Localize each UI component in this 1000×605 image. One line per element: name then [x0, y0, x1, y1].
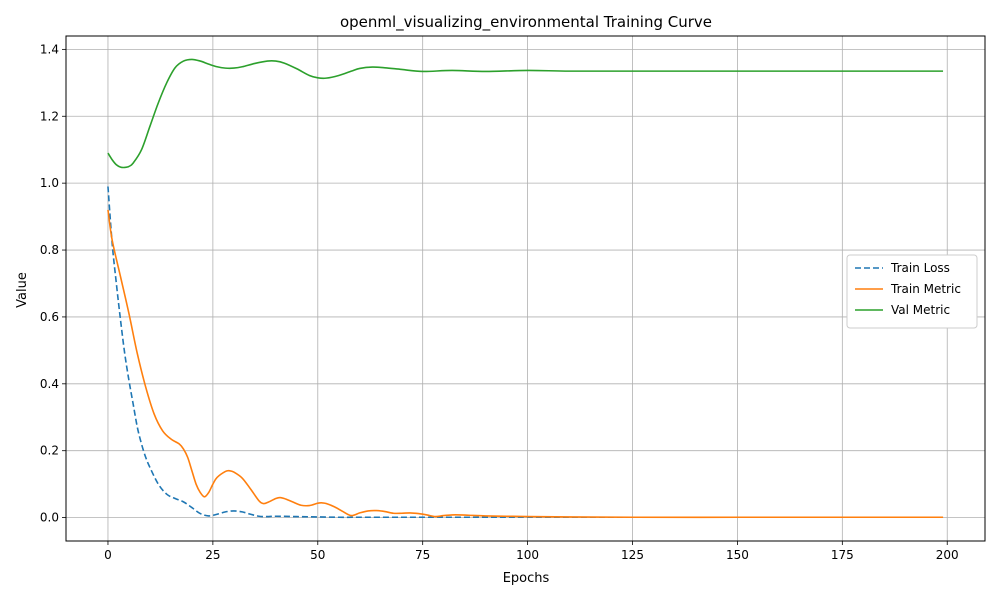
axis-ticks: 0 25 50 75 100 125 150 175 200 0.0 0.2 0.4 0.6 0.8 1.0… [40, 42, 959, 562]
x-tick-label: 100 [516, 548, 539, 562]
x-tick-label: 150 [726, 548, 749, 562]
y-tick-label: 0.8 [40, 243, 59, 257]
y-tick-label: 1.2 [40, 109, 59, 123]
x-axis-label: Epochs [503, 571, 550, 586]
legend-label: Train Loss [890, 261, 950, 275]
y-tick-label: 0.2 [40, 444, 59, 458]
y-tick-label: 0.0 [40, 511, 59, 525]
legend: Train Loss Train Metric Val Metric [846, 254, 978, 329]
series-line-train-metric [107, 209, 944, 519]
y-tick-label: 0.6 [40, 310, 59, 324]
x-tick-label: 50 [310, 548, 325, 562]
legend-label: Train Metric [890, 282, 961, 296]
x-tick-label: 75 [415, 548, 430, 562]
y-tick-label: 0.4 [40, 377, 59, 391]
x-tick-label: 200 [936, 548, 959, 562]
plot-frame [65, 35, 986, 542]
legend-label: Val Metric [891, 303, 950, 317]
series-line-val-metric [107, 58, 944, 169]
x-tick-label: 175 [831, 548, 854, 562]
x-tick-label: 125 [621, 548, 644, 562]
x-tick-label: 25 [205, 548, 220, 562]
x-tick-label: 0 [104, 548, 112, 562]
y-tick-label: 1.4 [40, 42, 59, 56]
series-lines [107, 58, 944, 519]
y-axis-label: Value [15, 272, 30, 308]
series-line-train-loss [107, 186, 944, 519]
chart-title: openml_visualizing_environmental Trainin… [340, 13, 712, 32]
y-tick-label: 1.0 [40, 176, 59, 190]
